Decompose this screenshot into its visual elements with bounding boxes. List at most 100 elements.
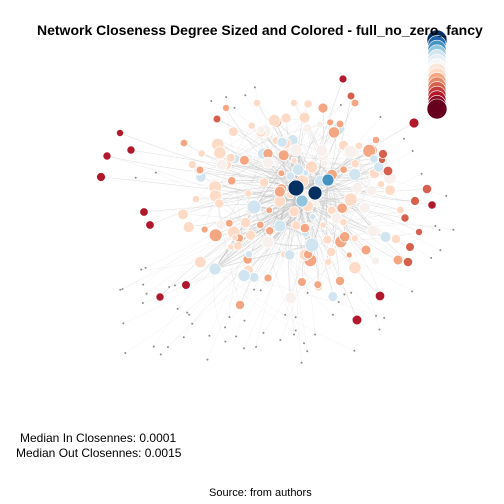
edge	[243, 192, 316, 349]
node-isolate	[225, 96, 228, 99]
node	[277, 149, 290, 162]
node	[225, 152, 236, 163]
node	[339, 231, 351, 243]
node	[402, 256, 414, 268]
edge	[214, 268, 296, 331]
edge	[327, 179, 416, 202]
edge	[314, 192, 432, 259]
node-isolate	[253, 86, 256, 89]
node	[194, 255, 207, 269]
node	[343, 144, 358, 159]
node	[267, 114, 281, 127]
node-isolate	[402, 137, 405, 140]
node	[312, 199, 320, 208]
edge	[177, 149, 297, 310]
node	[233, 241, 243, 251]
node-isolate	[182, 336, 185, 339]
node	[265, 226, 275, 236]
source-note: Source: from authors	[209, 487, 312, 499]
node	[427, 200, 437, 210]
node-isolate	[152, 345, 155, 348]
node-isolate	[176, 307, 179, 310]
edge	[279, 225, 413, 292]
node-isolate	[166, 346, 169, 349]
edge	[344, 236, 381, 297]
median-out-closeness: Median Out Closennes: 0.0015	[16, 446, 181, 460]
node-isolate	[294, 316, 297, 319]
node	[392, 254, 404, 266]
edge	[310, 173, 375, 261]
node-isolate	[142, 283, 145, 286]
node	[321, 173, 335, 187]
edge	[123, 268, 216, 324]
node-isolate	[134, 176, 137, 179]
node	[277, 169, 286, 178]
node-isolate	[439, 249, 442, 252]
node	[334, 275, 345, 286]
node	[320, 159, 329, 168]
node	[354, 141, 363, 150]
node-isolate	[411, 150, 414, 153]
edge	[295, 104, 342, 151]
edge	[217, 144, 316, 194]
node	[307, 185, 323, 201]
node	[234, 299, 245, 310]
node	[197, 149, 206, 158]
edge	[183, 214, 355, 239]
edge	[301, 78, 344, 202]
node	[179, 138, 189, 148]
node	[378, 149, 388, 159]
node-isolate	[411, 290, 414, 293]
node-isolate	[284, 313, 287, 316]
node	[410, 196, 420, 206]
node	[126, 145, 136, 155]
node	[302, 123, 313, 134]
node	[221, 104, 230, 113]
node	[414, 227, 423, 236]
edge	[290, 254, 350, 299]
node	[214, 198, 225, 209]
node	[350, 98, 360, 108]
node	[102, 151, 112, 161]
node	[395, 205, 405, 215]
node	[265, 206, 274, 215]
node	[280, 112, 292, 124]
edge	[289, 218, 337, 256]
node	[362, 143, 377, 158]
node-isolate	[343, 293, 346, 296]
edge	[327, 179, 409, 263]
edge	[119, 132, 297, 189]
node	[263, 273, 273, 283]
node-isolate	[430, 256, 433, 259]
node	[338, 74, 348, 84]
node	[247, 121, 256, 130]
node	[339, 165, 348, 174]
node	[299, 223, 310, 234]
edge	[296, 200, 303, 363]
node	[215, 219, 227, 231]
node-isolate	[306, 291, 309, 294]
node	[276, 136, 288, 148]
median-in-closeness: Median In Closennes: 0.0001	[20, 431, 176, 445]
node	[316, 120, 324, 129]
node	[319, 221, 327, 229]
node	[315, 144, 328, 157]
node	[405, 242, 415, 252]
node	[288, 206, 300, 218]
node-isolate	[243, 319, 246, 322]
node-isolate	[141, 302, 144, 305]
node	[292, 163, 305, 176]
node	[228, 126, 239, 137]
edge	[201, 153, 329, 181]
node	[145, 220, 155, 230]
node-isolate	[145, 292, 148, 295]
node-isolate	[253, 288, 256, 291]
node	[246, 199, 262, 215]
edge	[220, 121, 276, 225]
edge	[293, 102, 329, 181]
node	[390, 233, 402, 245]
node	[421, 183, 433, 195]
node	[187, 160, 197, 170]
median-out-label: Median Out Closennes:	[16, 446, 142, 460]
